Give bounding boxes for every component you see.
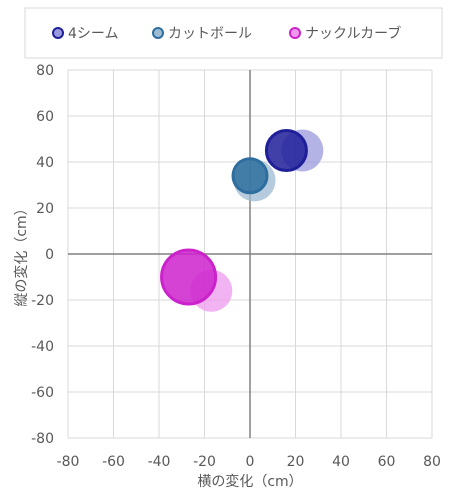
legend: 4シーム カットボール ナックルカーブ <box>52 25 401 42</box>
legend-label: 4シーム <box>68 26 119 42</box>
y-tick-label: 20 <box>36 201 54 217</box>
y-tick-label: 60 <box>36 109 54 125</box>
y-tick-label: 80 <box>36 63 54 79</box>
data-point <box>264 129 308 172</box>
y-tick-label: -40 <box>31 339 54 355</box>
legend-box <box>24 7 443 59</box>
legend-marker <box>52 27 64 39</box>
x-tick-label: -20 <box>193 454 216 470</box>
x-tick-label: -60 <box>102 454 125 470</box>
x-tick-label: 0 <box>246 454 255 470</box>
y-tick-label: 40 <box>36 155 54 171</box>
data-points <box>160 129 324 312</box>
x-tick-label: 20 <box>287 454 305 470</box>
x-tick-label: -40 <box>148 454 171 470</box>
y-axis-title: 縦の変化（cm） <box>13 201 30 306</box>
legend-marker <box>289 27 301 39</box>
data-point <box>231 157 269 195</box>
tick-labels: -80 -60 -40 -20 0 20 40 60 80 -80 -60 -40 -20 0 20 40 60… <box>31 63 441 470</box>
legend-label: カットボール <box>168 26 252 42</box>
y-tick-label: 0 <box>45 247 54 263</box>
x-tick-label: 60 <box>378 454 396 470</box>
y-tick-label: -80 <box>31 431 54 447</box>
x-tick-label: 40 <box>332 454 350 470</box>
x-tick-label: -80 <box>57 454 80 470</box>
x-tick-label: 80 <box>423 454 441 470</box>
x-axis-title: 横の変化（cm） <box>197 473 302 490</box>
axes <box>68 70 432 438</box>
legend-label: ナックルカーブ <box>305 25 401 42</box>
legend-marker <box>152 27 164 39</box>
y-tick-label: -60 <box>31 385 54 401</box>
y-tick-label: -20 <box>31 293 54 309</box>
data-point <box>160 248 218 306</box>
